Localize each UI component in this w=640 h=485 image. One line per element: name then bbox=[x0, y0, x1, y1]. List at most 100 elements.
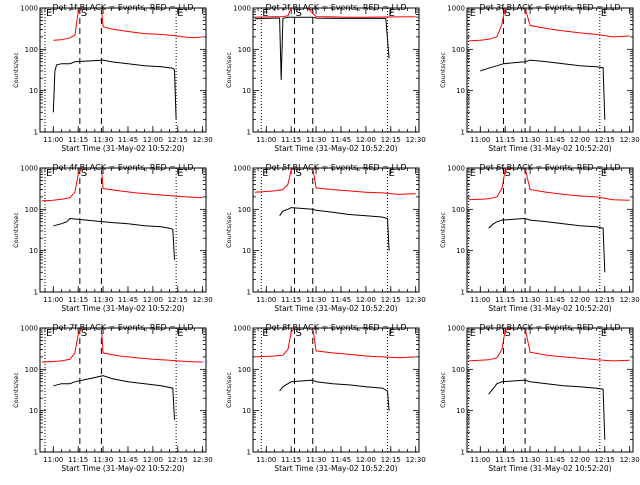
series-line-events bbox=[279, 379, 390, 411]
x-tick-label: 11:30 bbox=[93, 456, 113, 464]
y-tick-label: 100 bbox=[452, 46, 465, 54]
x-tick-label: 12:30 bbox=[406, 136, 426, 144]
series-line-lld bbox=[254, 7, 416, 18]
y-tick-label: 1 bbox=[247, 289, 251, 297]
y-tick-label: 1 bbox=[247, 129, 251, 137]
x-tick-label: 11:45 bbox=[118, 456, 138, 464]
x-tick-label: 11:45 bbox=[331, 296, 351, 304]
x-tick-label: 11:15 bbox=[281, 456, 301, 464]
marker-label: E bbox=[262, 328, 268, 339]
marker-label: E bbox=[177, 8, 183, 19]
x-tick-label: 11:30 bbox=[306, 456, 326, 464]
marker-label: S bbox=[81, 328, 87, 339]
marker-label: E bbox=[601, 328, 607, 339]
x-tick-label: 12:15 bbox=[595, 456, 615, 464]
plot-frame bbox=[39, 7, 207, 133]
y-tick-label: 100 bbox=[238, 206, 251, 214]
x-tick-label: 12:00 bbox=[356, 296, 376, 304]
y-axis-label: Counts/sec bbox=[225, 212, 233, 248]
y-tick-label: 10 bbox=[242, 87, 251, 95]
y-tick-label: 10 bbox=[29, 247, 38, 255]
plot-frame bbox=[466, 7, 634, 133]
x-tick-label: 11:15 bbox=[495, 136, 515, 144]
x-tick-label: 11:45 bbox=[331, 136, 351, 144]
marker-label: E bbox=[470, 8, 476, 19]
y-tick-label: 10 bbox=[29, 407, 38, 415]
x-axis-label: Start Time (31-May-02 10:52:20) bbox=[488, 304, 611, 313]
y-tick-label: 10 bbox=[242, 247, 251, 255]
x-tick-label: 12:00 bbox=[570, 296, 590, 304]
y-tick-label: 1000 bbox=[233, 5, 251, 13]
marker-label: E bbox=[46, 328, 52, 339]
marker-label: E bbox=[601, 168, 607, 179]
x-tick-label: 12:30 bbox=[406, 456, 426, 464]
x-axis-label: Start Time (31-May-02 10:52:20) bbox=[274, 464, 397, 473]
x-axis-label: Start Time (31-May-02 10:52:20) bbox=[488, 464, 611, 473]
y-tick-label: 1000 bbox=[20, 5, 38, 13]
y-tick-label: 1000 bbox=[20, 165, 38, 173]
x-tick-label: 12:00 bbox=[143, 136, 163, 144]
x-tick-label: 11:45 bbox=[118, 296, 138, 304]
x-tick-label: 11:15 bbox=[68, 296, 88, 304]
marker-label: E bbox=[388, 8, 394, 19]
x-tick-label: 12:15 bbox=[168, 136, 188, 144]
series-line-events bbox=[480, 59, 606, 120]
x-tick-label: 12:15 bbox=[595, 296, 615, 304]
x-tick-label: 11:00 bbox=[470, 136, 490, 144]
x-tick-label: 12:00 bbox=[143, 296, 163, 304]
marker-label: S bbox=[296, 8, 302, 19]
y-tick-label: 100 bbox=[25, 46, 38, 54]
marker-label: E bbox=[262, 168, 268, 179]
plot-frame bbox=[466, 167, 634, 293]
x-axis-label: Start Time (31-May-02 10:52:20) bbox=[61, 464, 184, 473]
y-axis-label: Counts/sec bbox=[439, 372, 447, 408]
x-tick-label: 12:00 bbox=[356, 456, 376, 464]
panel-9: Det 9f BLACK = Events, RED = LLD11010010… bbox=[439, 323, 640, 473]
x-tick-label: 12:15 bbox=[168, 296, 188, 304]
series-line-events bbox=[53, 375, 175, 420]
y-tick-label: 1 bbox=[461, 449, 465, 457]
x-tick-label: 11:30 bbox=[306, 136, 326, 144]
x-tick-label: 11:45 bbox=[545, 136, 565, 144]
y-tick-label: 1000 bbox=[447, 165, 465, 173]
marker-label: S bbox=[505, 168, 511, 179]
x-tick-label: 11:15 bbox=[68, 456, 88, 464]
plot-frame bbox=[466, 327, 634, 453]
x-tick-label: 11:15 bbox=[495, 296, 515, 304]
x-tick-label: 11:00 bbox=[43, 456, 63, 464]
marker-label: E bbox=[177, 328, 183, 339]
x-tick-label: 11:30 bbox=[93, 136, 113, 144]
y-tick-label: 1 bbox=[34, 129, 38, 137]
marker-label: E bbox=[46, 8, 52, 19]
panel-2: Det 2f BLACK = Events, RED = LLD11010010… bbox=[225, 3, 426, 153]
y-tick-label: 1 bbox=[461, 289, 465, 297]
y-axis-label: Counts/sec bbox=[439, 212, 447, 248]
panel-1: Det 1f BLACK = Events, RED = LLD11010010… bbox=[12, 3, 213, 153]
x-tick-label: 11:30 bbox=[306, 296, 326, 304]
plot-frame bbox=[252, 327, 420, 453]
y-tick-label: 1 bbox=[247, 449, 251, 457]
x-tick-label: 11:30 bbox=[93, 296, 113, 304]
plot-frame bbox=[252, 167, 420, 293]
plot-frame bbox=[39, 167, 207, 293]
marker-label: S bbox=[81, 168, 87, 179]
x-axis-label: Start Time (31-May-02 10:52:20) bbox=[274, 144, 397, 153]
x-tick-label: 12:30 bbox=[193, 136, 213, 144]
x-tick-label: 12:15 bbox=[381, 296, 401, 304]
x-tick-label: 11:15 bbox=[68, 136, 88, 144]
x-tick-label: 11:15 bbox=[281, 136, 301, 144]
y-tick-label: 100 bbox=[25, 206, 38, 214]
marker-label: E bbox=[262, 8, 268, 19]
marker-label: S bbox=[505, 328, 511, 339]
panel-6: Det 6f BLACK = Events, RED = LLD11010010… bbox=[439, 163, 640, 313]
x-tick-label: 11:45 bbox=[545, 456, 565, 464]
y-axis-label: Counts/sec bbox=[12, 52, 20, 88]
marker-label: S bbox=[296, 168, 302, 179]
x-tick-label: 11:00 bbox=[43, 136, 63, 144]
y-axis-label: Counts/sec bbox=[225, 372, 233, 408]
x-tick-label: 12:30 bbox=[620, 296, 640, 304]
x-tick-label: 11:00 bbox=[43, 296, 63, 304]
panel-5: Det 5f BLACK = Events, RED = LLD11010010… bbox=[225, 163, 426, 313]
series-line-events bbox=[52, 59, 177, 120]
